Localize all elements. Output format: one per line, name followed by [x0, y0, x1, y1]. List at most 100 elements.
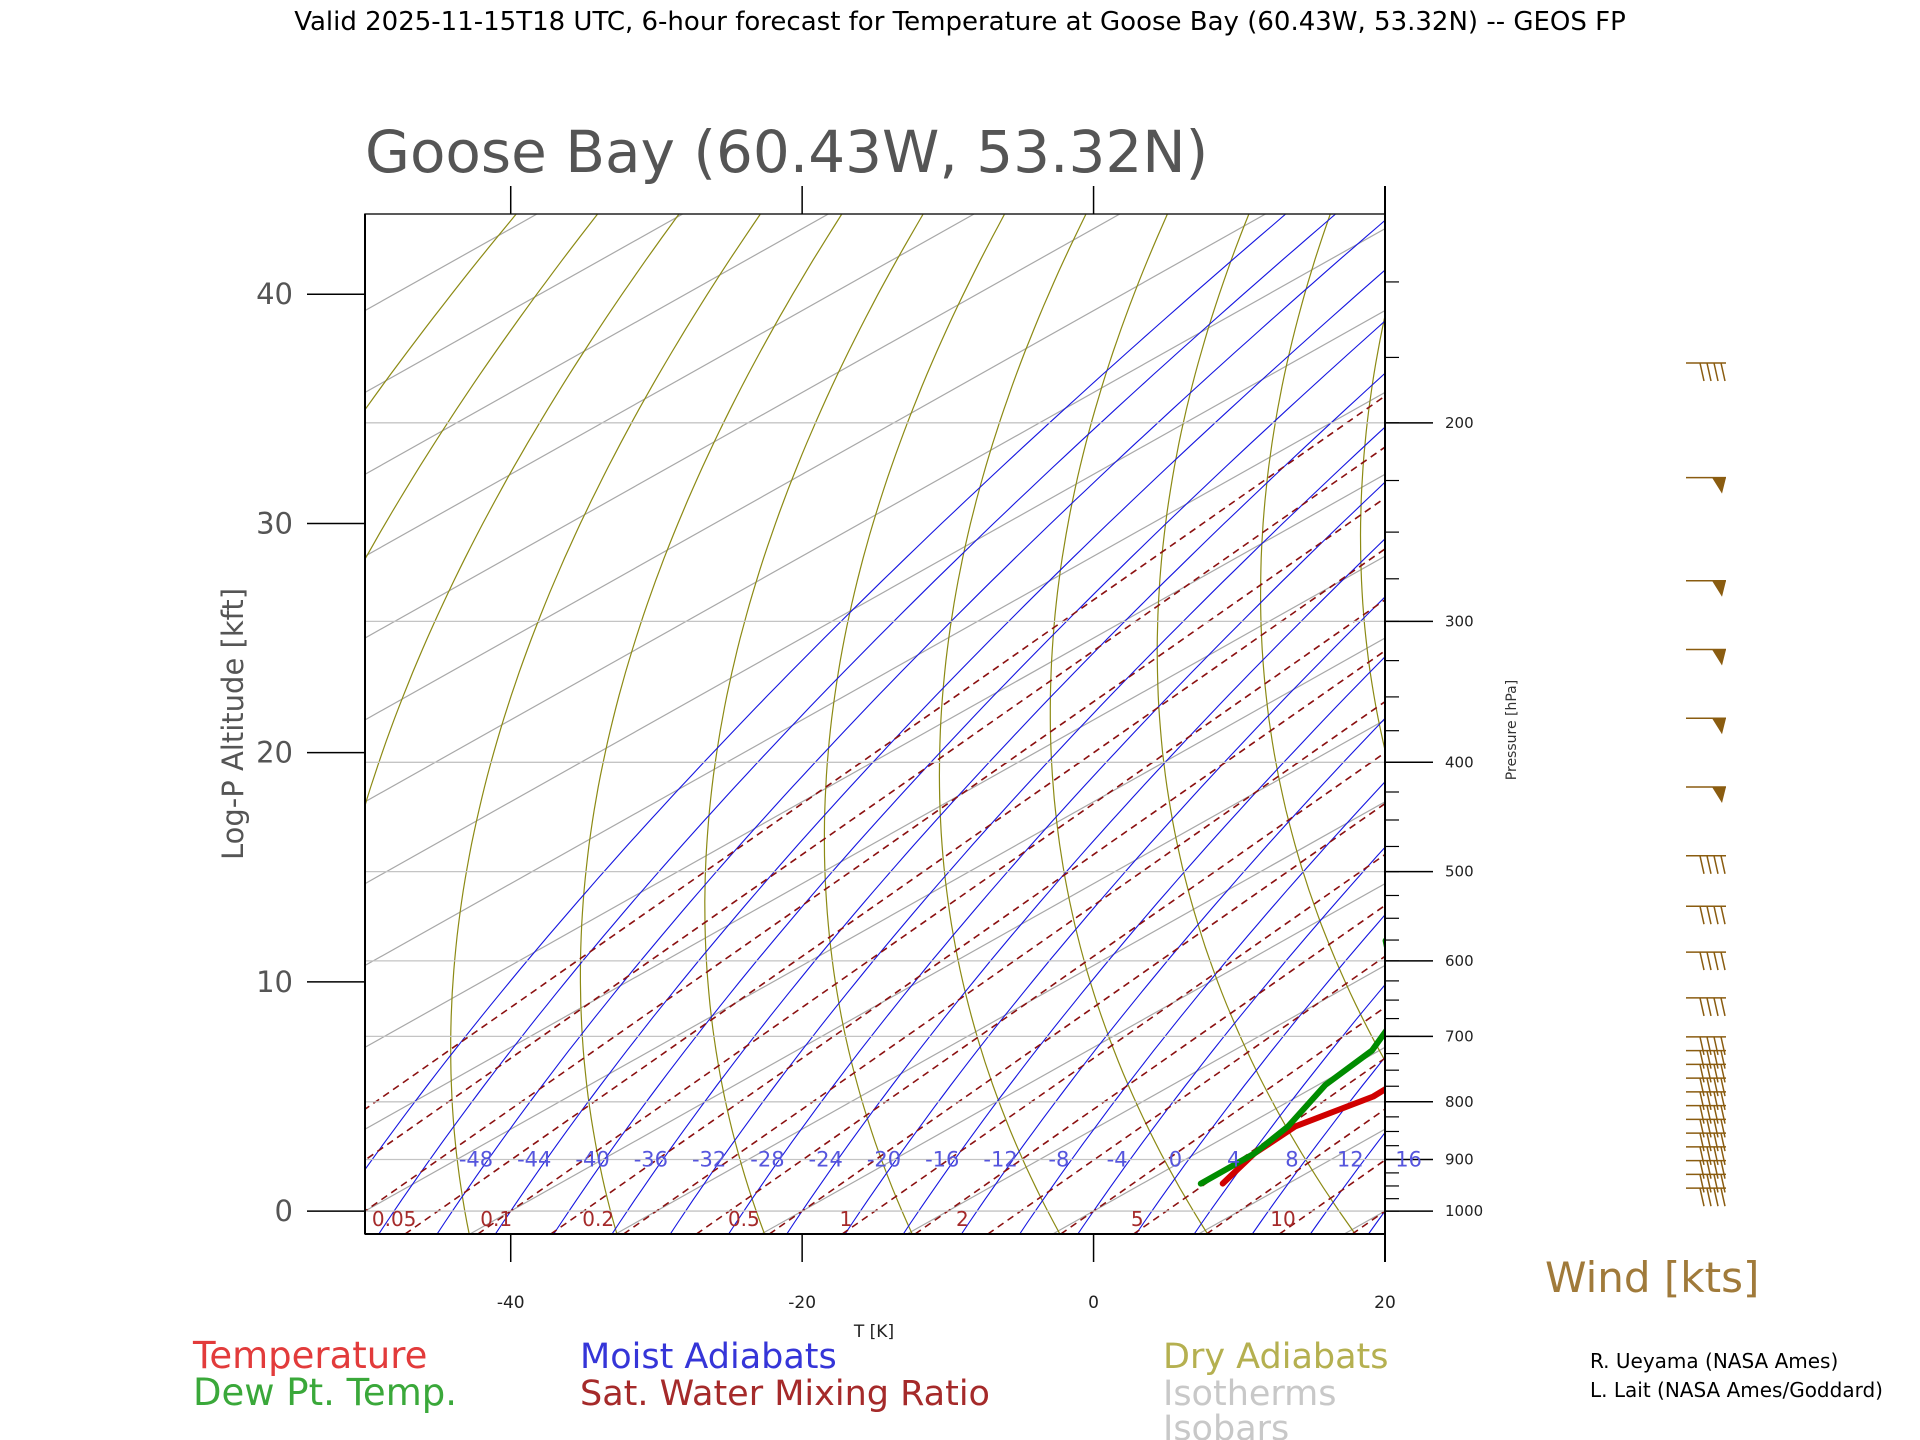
wind-barb-feather [1713, 997, 1719, 1017]
wind-barb-feather [1713, 1036, 1719, 1056]
moist-adiabat-label: -4 [1107, 1147, 1128, 1171]
moist-adiabat-label: -44 [517, 1147, 551, 1171]
wind-barb-feather [1699, 1174, 1705, 1193]
wind-barb-feather [1720, 855, 1726, 874]
pressure-tick-label: 400 [1445, 753, 1474, 771]
mixing-ratio-label: 0.5 [728, 1207, 760, 1231]
pressure-tick-label: 200 [1445, 414, 1474, 432]
wind-barb-feather [1713, 951, 1719, 971]
wind-barb-flag [1712, 718, 1726, 735]
temperature-line [1219, 1085, 1385, 1187]
moist-adiabat-label: -32 [692, 1147, 726, 1171]
mixing-ratio-line [1060, 1006, 1385, 1234]
wind-barb-feather [1699, 1160, 1705, 1179]
wind-barb-feather [1713, 855, 1719, 874]
credit-line-1: R. Ueyama (NASA Ames) [1590, 1349, 1838, 1373]
dewpoint-line [1197, 937, 1385, 1187]
mixing-ratio-label: 0.1 [480, 1207, 512, 1231]
moist-adiabat-label: -16 [925, 1147, 959, 1171]
wind-barb [1686, 905, 1726, 925]
wind-barb [1686, 1159, 1726, 1179]
isotherm-line [1490, 214, 1920, 1234]
background-lines [365, 214, 1920, 1234]
moist-adiabat-label: 8 [1285, 1147, 1298, 1171]
isotherm-line [469, 719, 1385, 1234]
wind-barb-feather [1720, 1160, 1726, 1179]
isotherm-line [1052, 1046, 1385, 1234]
pressure-tick-label: 1000 [1445, 1202, 1483, 1220]
moist-adiabat-label: 12 [1337, 1147, 1364, 1171]
wind-barb-feather [1706, 1050, 1712, 1069]
moist-adiabat-line [1135, 913, 1385, 1234]
legend-mixing-ratio: Sat. Water Mixing Ratio [580, 1374, 990, 1414]
wind-barb-feather [1713, 1105, 1719, 1124]
x-tick-label: -40 [497, 1293, 525, 1313]
x-tick-label: 0 [1088, 1293, 1099, 1313]
isotherm-line [365, 214, 1266, 721]
wind-barb-feather [1713, 1050, 1719, 1069]
y-tick-label: 0 [275, 1194, 293, 1228]
isotherm-line [1343, 1210, 1385, 1234]
wind-barb-feather [1720, 997, 1726, 1017]
series-layer [1197, 937, 1385, 1187]
wind-barb-feather [1713, 1091, 1719, 1111]
wind-barb-feather [1720, 1187, 1726, 1207]
wind-barb-feather [1706, 1174, 1712, 1193]
mixing-ratio-line [365, 446, 1385, 1162]
wind-barb [1686, 1187, 1726, 1207]
moist-adiabat-label: -12 [983, 1147, 1017, 1171]
wind-barb-feather [1706, 906, 1712, 925]
wind-barb-feather [1699, 951, 1705, 971]
moist-adiabat-line [365, 214, 1287, 1171]
wind-barb-feather [1720, 1091, 1726, 1111]
moist-adiabat-line [436, 219, 1385, 1234]
wind-barb-feather [1720, 951, 1726, 971]
mixing-ratio-line [550, 649, 1385, 1234]
mixing-ratio-line [768, 802, 1385, 1234]
moist-adiabat-line [728, 481, 1385, 1234]
wind-label: Wind [kts] [1545, 1253, 1759, 1302]
moist-adiabat-line [844, 596, 1385, 1234]
moist-adiabat-label: -24 [809, 1147, 843, 1171]
dry-adiabat-line [1900, 214, 1920, 1234]
wind-barb-feather [1699, 1119, 1705, 1138]
wind-barb [1686, 648, 1726, 666]
mixing-ratio-line [1133, 1057, 1385, 1234]
wind-barb-feather [1713, 1174, 1719, 1193]
wind-barb-feather [1720, 1077, 1726, 1097]
isotherm-line [365, 637, 1385, 1212]
dry-adiabat-line [1049, 214, 1209, 1234]
wind-barb [1686, 717, 1726, 735]
wind-barb [1686, 1173, 1726, 1193]
dry-adiabat-line [450, 214, 761, 1234]
credit-line-2: L. Lait (NASA Ames/Goddard) [1590, 1378, 1883, 1402]
dry-adiabat-line [704, 214, 924, 1234]
moist-adiabat-line [1251, 1056, 1385, 1234]
wind-barb [1686, 786, 1726, 804]
wind-barb-feather [1699, 1036, 1705, 1056]
wind-barb [1686, 997, 1726, 1017]
legend-moist-adiabats: Moist Adiabats [580, 1337, 837, 1377]
dry-adiabat-line [1260, 214, 1385, 1062]
wind-barb-feather [1706, 1187, 1712, 1207]
wind-barb-feather [1706, 1160, 1712, 1179]
mixing-ratio-line [987, 955, 1385, 1234]
wind-barb-feather [1699, 906, 1705, 925]
moist-adiabat-line [786, 538, 1385, 1234]
wind-barb-feather [1720, 1050, 1726, 1069]
dry-adiabat-line [938, 214, 1087, 1234]
wind-barb [1686, 579, 1726, 597]
wind-barb-feather [1720, 1132, 1726, 1152]
wind-barb-feather [1720, 1146, 1726, 1166]
pressure-tick-label: 800 [1445, 1093, 1474, 1111]
dry-adiabat-line [1642, 214, 1920, 1234]
x-tick-label: 20 [1374, 1293, 1396, 1313]
wind-barb-feather [1706, 1119, 1712, 1138]
moist-adiabat-line [1077, 846, 1385, 1234]
dry-adiabat-line [365, 214, 517, 411]
isotherm-line [365, 214, 975, 557]
dry-adiabat-line [823, 214, 1006, 1234]
mixing-ratio-line [841, 853, 1385, 1234]
moist-adiabat-labels: -48 -44 -40 -36 -32 -28 -24 -20 -16 -12 -8 -4 0 4 8 12 1… [459, 1147, 1422, 1171]
moist-adiabat-line [494, 269, 1385, 1234]
